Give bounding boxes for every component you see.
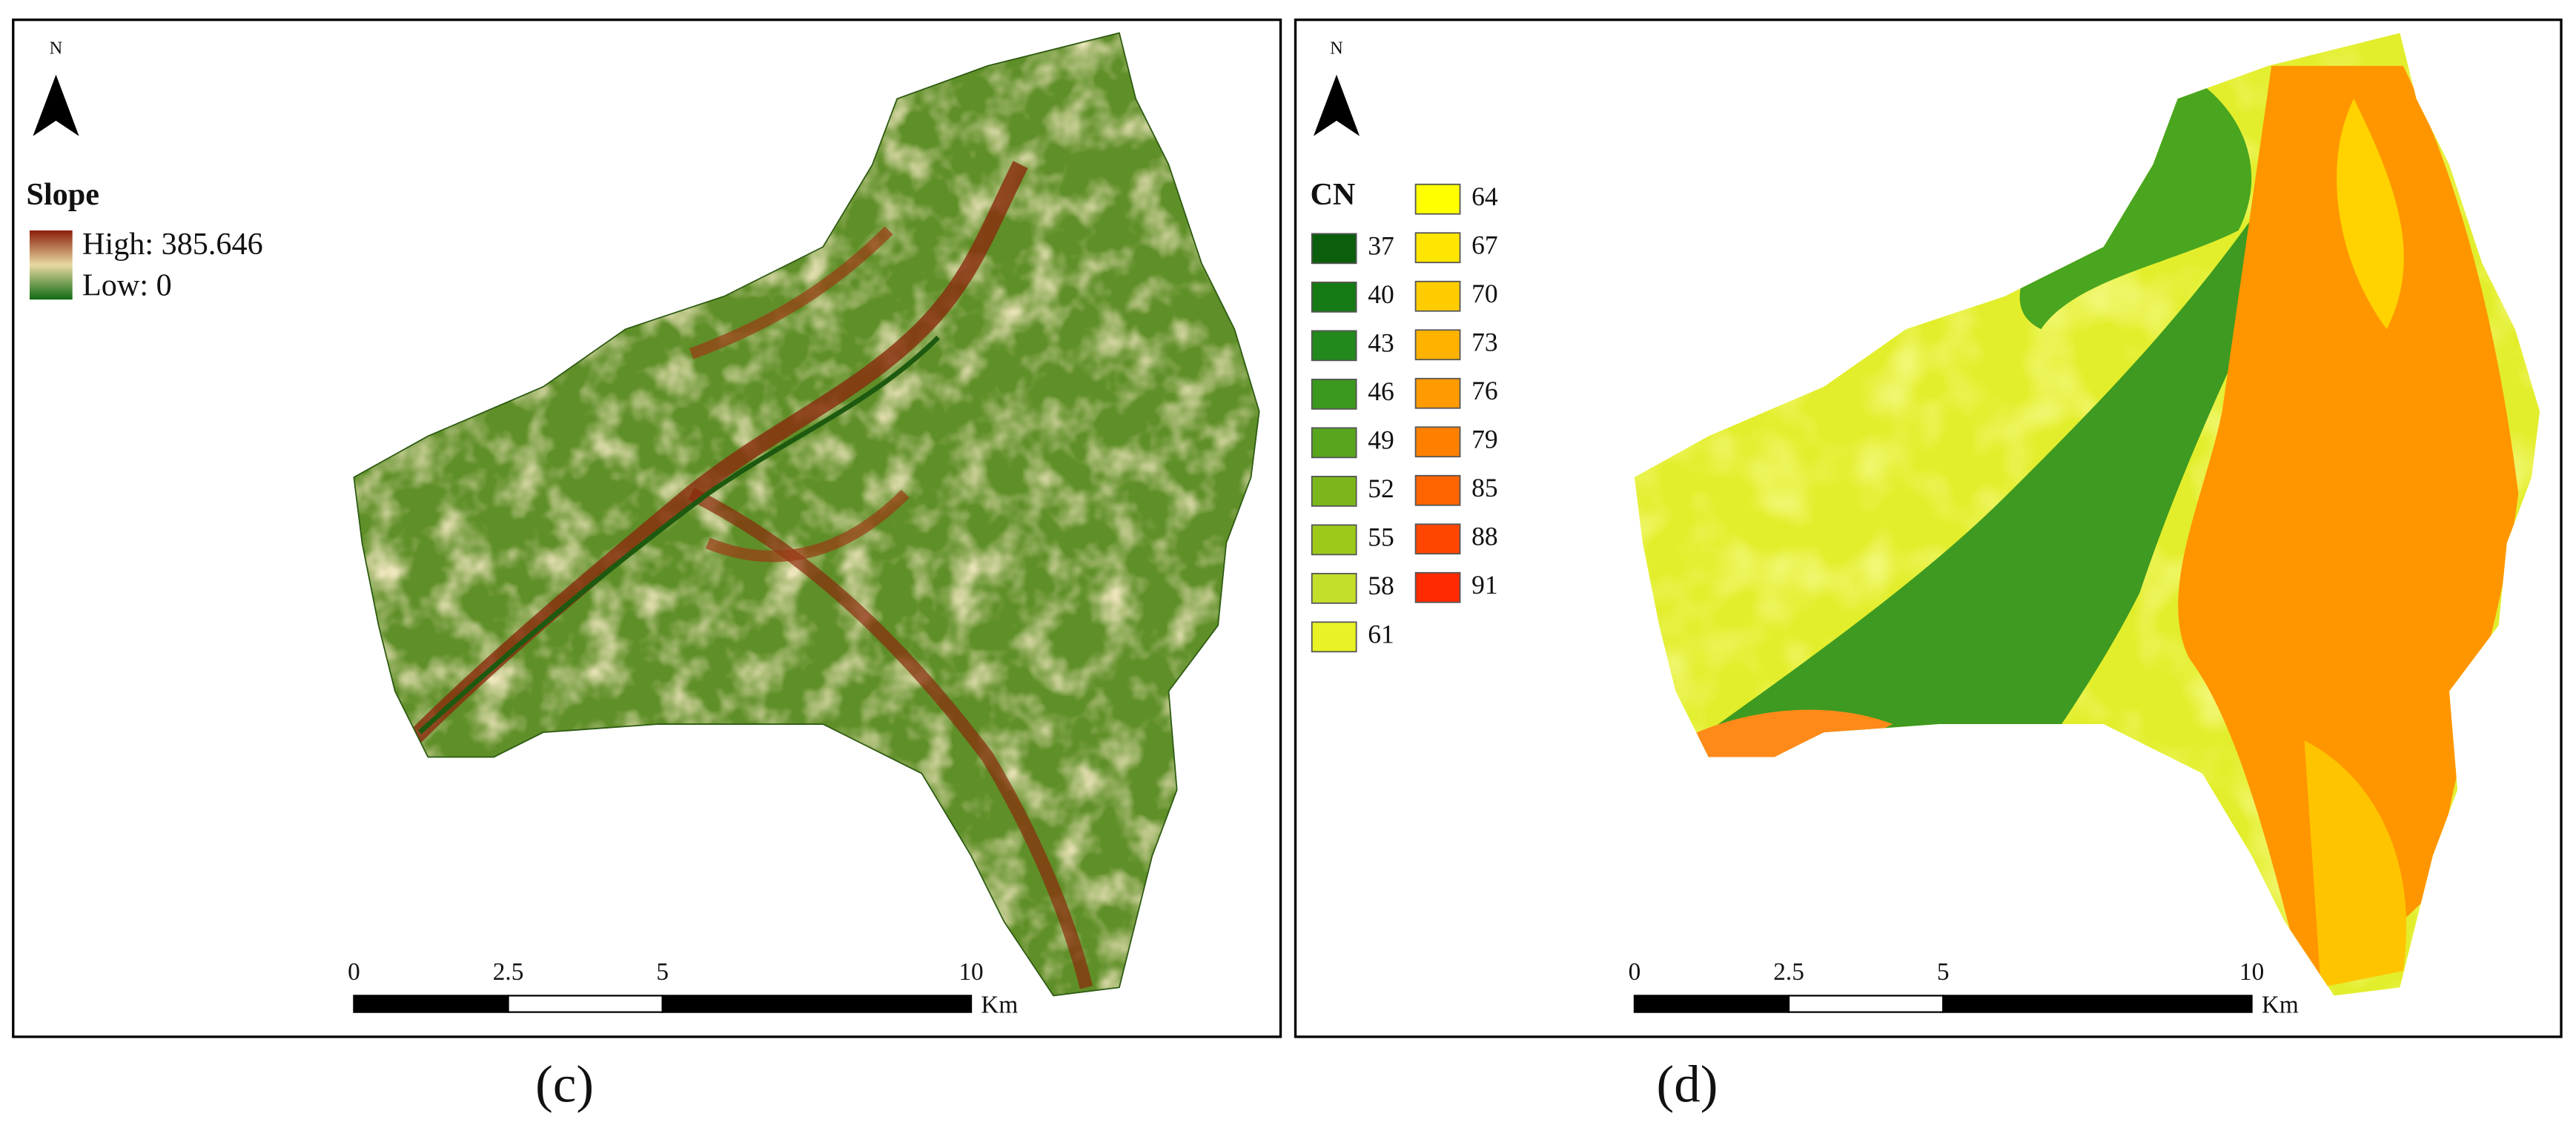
- scale-segment: [353, 995, 509, 1013]
- legend-label: 91: [1471, 570, 1498, 600]
- legend-label: 70: [1471, 279, 1498, 308]
- legend-swatch: [1414, 523, 1461, 555]
- legend-label: 76: [1471, 376, 1498, 405]
- legend-label: 67: [1471, 230, 1498, 259]
- legend-swatch: [1414, 474, 1461, 506]
- scale-label: 5: [656, 958, 669, 986]
- legend-label: 64: [1471, 182, 1498, 211]
- legend-label: 79: [1471, 424, 1498, 454]
- legend-swatch: [1414, 426, 1461, 458]
- legend-swatch: [1311, 330, 1357, 362]
- legend-swatch: [1414, 232, 1461, 264]
- panel-frame: [1294, 19, 2563, 1038]
- legend-label: Low: 0: [82, 268, 172, 302]
- slope-map: [354, 33, 1259, 996]
- legend-swatch: [1414, 377, 1461, 409]
- legend-ramp: [29, 230, 73, 300]
- scale-label: 2.5: [493, 958, 524, 986]
- legend-title: CN: [1310, 177, 1355, 212]
- legend-label: 85: [1471, 473, 1498, 502]
- legend-label: 73: [1471, 327, 1498, 356]
- legend-label: 52: [1368, 474, 1394, 503]
- legend-swatch: [1311, 233, 1357, 265]
- scale-unit: Km: [2262, 992, 2299, 1019]
- legend-swatch: [1311, 621, 1357, 653]
- scale-segment: [661, 995, 973, 1013]
- legend-swatch: [1414, 183, 1461, 215]
- north-label: N: [50, 38, 63, 58]
- scale-label: 10: [958, 958, 983, 986]
- legend-label: 40: [1368, 279, 1394, 309]
- scale-label: 0: [348, 958, 360, 986]
- legend-label: 88: [1471, 521, 1498, 551]
- legend-swatch: [1311, 378, 1357, 410]
- legend-swatch: [1414, 571, 1461, 603]
- legend-label: 43: [1368, 328, 1394, 358]
- legend-label: 55: [1368, 522, 1394, 552]
- cn-map: [1634, 33, 2540, 996]
- panel-frame: [12, 19, 1282, 1038]
- legend-label: High: 385.646: [82, 227, 263, 262]
- legend-label: 49: [1368, 425, 1394, 455]
- scale-segment: [1787, 995, 1944, 1013]
- scale-label: 5: [1937, 958, 1950, 986]
- legend-label: 37: [1368, 230, 1394, 260]
- legend-swatch: [1311, 475, 1357, 507]
- legend-swatch: [1311, 572, 1357, 604]
- north-label: N: [1330, 38, 1343, 58]
- legend-label: 58: [1368, 571, 1394, 600]
- scale-segment: [1633, 995, 1790, 1013]
- scale-unit: Km: [981, 992, 1018, 1019]
- legend-label: 61: [1368, 620, 1394, 649]
- legend-swatch: [1311, 281, 1357, 313]
- legend-label: 46: [1368, 376, 1394, 406]
- legend-swatch: [1414, 329, 1461, 361]
- scale-label: 0: [1629, 958, 1641, 986]
- panel-caption: (d): [1657, 1055, 1718, 1113]
- scale-segment: [507, 995, 663, 1013]
- legend-swatch: [1311, 524, 1357, 556]
- legend-swatch: [1414, 280, 1461, 312]
- scale-label: 2.5: [1773, 958, 1804, 986]
- legend-title: Slope: [27, 177, 99, 212]
- scale-label: 10: [2239, 958, 2264, 986]
- legend-swatch: [1311, 427, 1357, 459]
- panel-caption: (c): [535, 1055, 594, 1113]
- scale-segment: [1942, 995, 2253, 1013]
